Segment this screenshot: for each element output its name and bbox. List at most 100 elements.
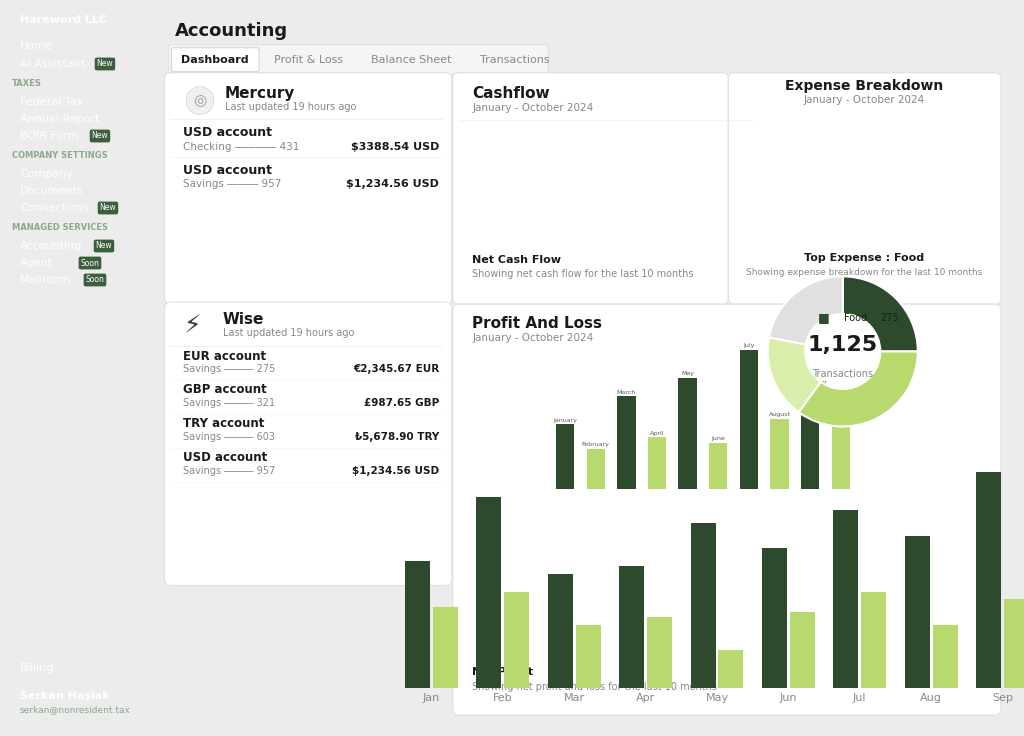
Bar xyxy=(433,606,458,688)
Text: Documents: Documents xyxy=(20,186,84,196)
Text: $3388.54 USD: $3388.54 USD xyxy=(350,141,439,152)
Text: June: June xyxy=(712,436,725,441)
Text: May: May xyxy=(681,371,694,376)
Text: Savings ――― 603: Savings ――― 603 xyxy=(183,432,275,442)
Text: GBP account: GBP account xyxy=(183,383,267,397)
Text: March: March xyxy=(616,389,636,394)
Text: TAXES: TAXES xyxy=(12,79,42,88)
Text: January - October 2024: January - October 2024 xyxy=(472,333,594,343)
Bar xyxy=(504,592,529,688)
Text: Transactions: Transactions xyxy=(812,369,873,379)
Text: Showing net profit and loss for the last 10 months: Showing net profit and loss for the last… xyxy=(472,682,718,693)
Bar xyxy=(648,437,667,489)
Text: Wise: Wise xyxy=(222,311,264,327)
Bar xyxy=(620,566,644,688)
Text: New: New xyxy=(95,241,113,250)
Text: Transactions: Transactions xyxy=(480,54,550,65)
Text: January - October 2024: January - October 2024 xyxy=(804,95,925,105)
Bar xyxy=(476,498,502,688)
Text: Profit And Loss: Profit And Loss xyxy=(472,316,602,330)
Bar xyxy=(406,561,430,688)
Text: Mailroom: Mailroom xyxy=(20,275,72,285)
Text: ₺5,678.90 TRY: ₺5,678.90 TRY xyxy=(354,432,439,442)
Text: Annual Report: Annual Report xyxy=(20,114,99,124)
Text: AI Assistant: AI Assistant xyxy=(20,59,85,69)
Text: Dashboard: Dashboard xyxy=(181,54,249,65)
FancyBboxPatch shape xyxy=(168,45,548,74)
Text: €2,345.67 EUR: €2,345.67 EUR xyxy=(353,364,439,374)
Text: New: New xyxy=(99,203,117,213)
Text: MANAGED SERVICES: MANAGED SERVICES xyxy=(12,224,108,233)
Bar xyxy=(739,350,758,489)
Text: serkan@nonresident.tax: serkan@nonresident.tax xyxy=(20,706,131,715)
FancyBboxPatch shape xyxy=(453,73,728,304)
FancyBboxPatch shape xyxy=(728,73,1000,304)
Text: Agent: Agent xyxy=(20,258,53,268)
FancyBboxPatch shape xyxy=(171,48,259,71)
Text: $1,234.56 USD: $1,234.56 USD xyxy=(352,466,439,475)
Text: USD account: USD account xyxy=(183,451,267,464)
Text: Home: Home xyxy=(20,41,53,51)
Bar xyxy=(575,625,601,688)
Bar xyxy=(861,592,886,688)
Text: Top Expense : Food: Top Expense : Food xyxy=(804,253,925,263)
Bar xyxy=(647,617,672,688)
Text: $1,234.56 USD: $1,234.56 USD xyxy=(346,180,439,189)
Bar xyxy=(548,574,572,688)
Text: Expense Breakdown: Expense Breakdown xyxy=(785,79,943,93)
Text: 275: 275 xyxy=(881,313,899,322)
Text: COMPANY SETTINGS: COMPANY SETTINGS xyxy=(12,152,108,160)
Bar xyxy=(690,523,716,688)
FancyBboxPatch shape xyxy=(453,304,1000,715)
Bar xyxy=(801,387,819,489)
Bar xyxy=(709,443,727,489)
Wedge shape xyxy=(843,276,918,351)
Wedge shape xyxy=(768,337,820,412)
Text: Mercury: Mercury xyxy=(224,86,295,101)
Bar xyxy=(1004,599,1024,688)
Bar xyxy=(790,612,815,688)
Text: Savings ――― 957: Savings ――― 957 xyxy=(183,180,282,189)
Text: USD account: USD account xyxy=(183,164,272,177)
Text: Showing net cash flow for the last 10 months: Showing net cash flow for the last 10 mo… xyxy=(472,269,694,279)
Bar xyxy=(933,625,957,688)
Text: Company: Company xyxy=(20,169,73,179)
Bar xyxy=(679,378,697,489)
Bar xyxy=(770,419,788,489)
Bar xyxy=(834,510,858,688)
Text: Cashflow: Cashflow xyxy=(472,86,550,101)
Bar xyxy=(831,406,850,489)
Text: ■: ■ xyxy=(818,311,829,324)
Text: Last updated 19 hours ago: Last updated 19 hours ago xyxy=(222,328,354,338)
Text: Connections: Connections xyxy=(20,203,89,213)
Text: Checking ―――― 431: Checking ―――― 431 xyxy=(183,141,300,152)
Text: January: January xyxy=(553,417,578,422)
Text: Savings ――― 275: Savings ――― 275 xyxy=(183,364,275,374)
Text: New: New xyxy=(96,60,114,68)
Text: Balance Sheet: Balance Sheet xyxy=(372,54,452,65)
FancyBboxPatch shape xyxy=(165,302,452,586)
Text: ◎: ◎ xyxy=(194,93,207,108)
Text: Billing: Billing xyxy=(20,663,54,673)
Bar xyxy=(762,548,786,688)
Bar xyxy=(556,425,574,489)
Text: Accounting: Accounting xyxy=(20,241,82,251)
Text: Savings ――― 321: Savings ――― 321 xyxy=(183,398,275,408)
Bar xyxy=(719,650,743,688)
Circle shape xyxy=(186,87,214,115)
Text: £987.65 GBP: £987.65 GBP xyxy=(364,398,439,408)
Text: February: February xyxy=(582,442,610,447)
Text: Soon: Soon xyxy=(81,258,99,267)
Text: Soon: Soon xyxy=(86,275,104,285)
Text: Hareword LLC: Hareword LLC xyxy=(20,15,106,25)
Text: Accounting: Accounting xyxy=(175,22,289,40)
Text: TRY account: TRY account xyxy=(183,417,264,431)
Bar xyxy=(904,536,930,688)
Text: October: October xyxy=(828,399,853,404)
Text: Last updated 19 hours ago: Last updated 19 hours ago xyxy=(224,102,356,112)
Text: September: September xyxy=(793,381,827,386)
Text: Federal Tax: Federal Tax xyxy=(20,97,83,107)
Text: BOIR Form: BOIR Form xyxy=(20,131,79,141)
Text: EUR account: EUR account xyxy=(183,350,266,363)
Text: Profit & Loss: Profit & Loss xyxy=(273,54,343,65)
